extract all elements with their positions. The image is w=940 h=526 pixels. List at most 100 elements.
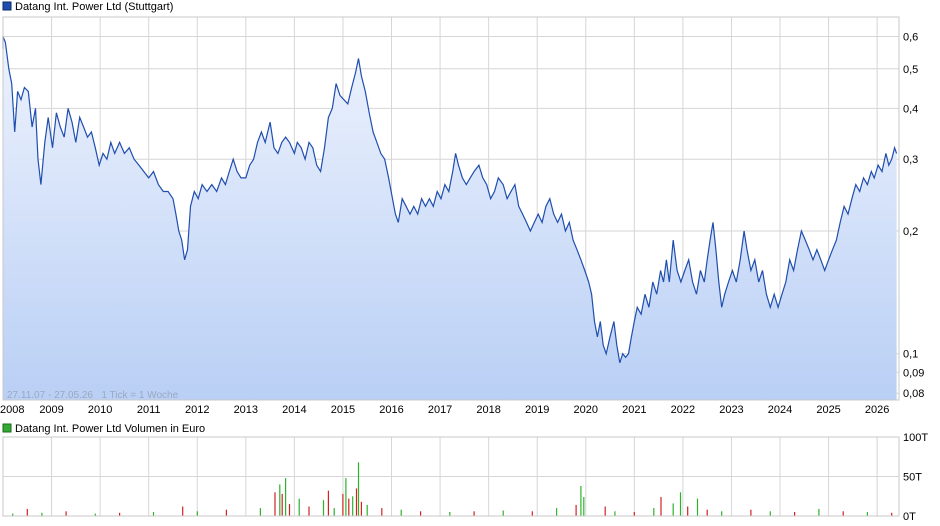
- price-x-tick-label: 2011: [137, 404, 161, 416]
- volume-bar: [400, 509, 402, 516]
- price-x-tick-label: 2013: [234, 404, 258, 416]
- volume-bar: [583, 497, 585, 516]
- volume-bar: [696, 498, 699, 516]
- volume-bar: [182, 506, 184, 516]
- volume-bar: [604, 506, 606, 516]
- price-chart-title: Datang Int. Power Ltd (Stuttgart): [15, 1, 173, 13]
- volume-bar: [575, 504, 577, 516]
- volume-bar: [502, 510, 504, 516]
- volume-bar: [348, 498, 350, 516]
- volume-y-tick-label: 50T: [903, 472, 922, 484]
- volume-bar: [65, 511, 67, 516]
- price-x-axis: 2008 2009 2010 2011 2012 2013 2014 2015 2016 2017…: [0, 404, 889, 416]
- volume-bar: [360, 501, 362, 516]
- volume-bar: [366, 504, 368, 516]
- volume-grid: [3, 436, 899, 517]
- volume-y-tick-label: 0T: [903, 511, 916, 523]
- volume-bar: [750, 509, 752, 516]
- price-x-tick-label: 2008: [0, 404, 24, 416]
- price-y-tick-label: 0,2: [903, 226, 918, 238]
- volume-bars: [12, 462, 893, 517]
- volume-bar: [322, 500, 325, 516]
- price-x-tick-label: 2025: [816, 404, 840, 416]
- volume-bar: [285, 478, 287, 516]
- price-area: [3, 36, 897, 400]
- volume-bar: [706, 509, 708, 516]
- volume-chart-title: Datang Int. Power Ltd Volumen in Euro: [15, 423, 205, 435]
- volume-bar: [449, 512, 451, 516]
- volume-bar: [26, 508, 28, 516]
- volume-bar: [274, 492, 276, 516]
- volume-bar: [633, 512, 635, 516]
- volume-bar: [196, 511, 198, 516]
- volume-bar: [687, 506, 689, 516]
- price-x-tick-label: 2015: [331, 404, 355, 416]
- price-x-tick-label: 2026: [865, 404, 889, 416]
- volume-y-axis: 100T 50T 0T: [903, 432, 928, 523]
- legend-price-square: [2, 1, 12, 11]
- volume-bar: [279, 484, 281, 516]
- volume-bar: [473, 511, 475, 516]
- price-x-tick-label: 2012: [185, 404, 209, 416]
- price-y-tick-label: 0,09: [903, 367, 924, 379]
- price-x-tick-label: 2019: [525, 404, 549, 416]
- price-line: [2, 36, 898, 363]
- volume-bar: [94, 513, 96, 516]
- volume-bar: [357, 462, 360, 516]
- volume-bar: [614, 511, 616, 516]
- volume-bar: [12, 513, 14, 516]
- volume-bar: [794, 512, 796, 516]
- price-x-tick-label: 2010: [88, 404, 112, 416]
- price-y-tick-label: 0,4: [903, 103, 918, 115]
- volume-bar: [866, 512, 868, 516]
- chart-range-info: 27.11.07 - 27.05.26 1 Tick = 1 Woche: [7, 390, 179, 401]
- volume-bar: [288, 504, 291, 516]
- price-x-tick-label: 2009: [39, 404, 63, 416]
- volume-bar: [281, 493, 283, 516]
- price-y-tick-label: 0,6: [903, 32, 918, 44]
- volume-bar: [420, 511, 422, 516]
- volume-bar: [891, 512, 893, 516]
- volume-plot-frame: [2, 436, 900, 517]
- price-x-tick-label: 2023: [719, 404, 743, 416]
- price-y-tick-label: 0,3: [903, 154, 918, 166]
- volume-bar: [152, 512, 155, 516]
- volume-bar: [345, 478, 347, 516]
- volume-bar: [556, 508, 558, 516]
- price-x-tick-label: 2021: [622, 404, 646, 416]
- volume-bar: [653, 508, 655, 516]
- price-plot-frame: [2, 16, 900, 401]
- volume-bar: [531, 511, 533, 516]
- volume-bar: [672, 503, 674, 516]
- volume-bar: [298, 498, 300, 516]
- legend-volume-square: [2, 423, 12, 433]
- volume-bar: [333, 508, 335, 516]
- volume-bar: [327, 490, 329, 516]
- volume-bar: [679, 492, 682, 516]
- volume-bar: [721, 511, 723, 516]
- price-x-tick-label: 2017: [428, 404, 452, 416]
- volume-bar: [259, 508, 261, 516]
- volume-bar: [342, 493, 344, 516]
- volume-bar: [119, 512, 121, 516]
- price-y-tick-label: 0,1: [903, 349, 918, 361]
- volume-bar: [308, 506, 310, 516]
- price-x-tick-label: 2024: [768, 404, 792, 416]
- price-y-tick-label: 0,08: [903, 388, 924, 400]
- volume-bar: [660, 497, 662, 516]
- volume-bar: [842, 511, 844, 516]
- price-x-tick-label: 2020: [574, 404, 598, 416]
- price-x-tick-label: 2022: [671, 404, 695, 416]
- volume-bar: [818, 508, 820, 516]
- volume-bar: [769, 511, 771, 516]
- volume-y-tick-label: 100T: [903, 432, 928, 444]
- volume-bar: [41, 512, 43, 516]
- volume-bar: [225, 509, 227, 516]
- price-x-tick-label: 2014: [282, 404, 306, 416]
- price-y-tick-label: 0,5: [903, 64, 918, 76]
- volume-bar: [352, 496, 354, 517]
- price-y-axis: 0,6 0,5 0,4 0,3 0,2 0,1 0,09 0,08: [903, 32, 924, 401]
- volume-bar: [381, 508, 383, 516]
- price-x-tick-label: 2018: [476, 404, 500, 416]
